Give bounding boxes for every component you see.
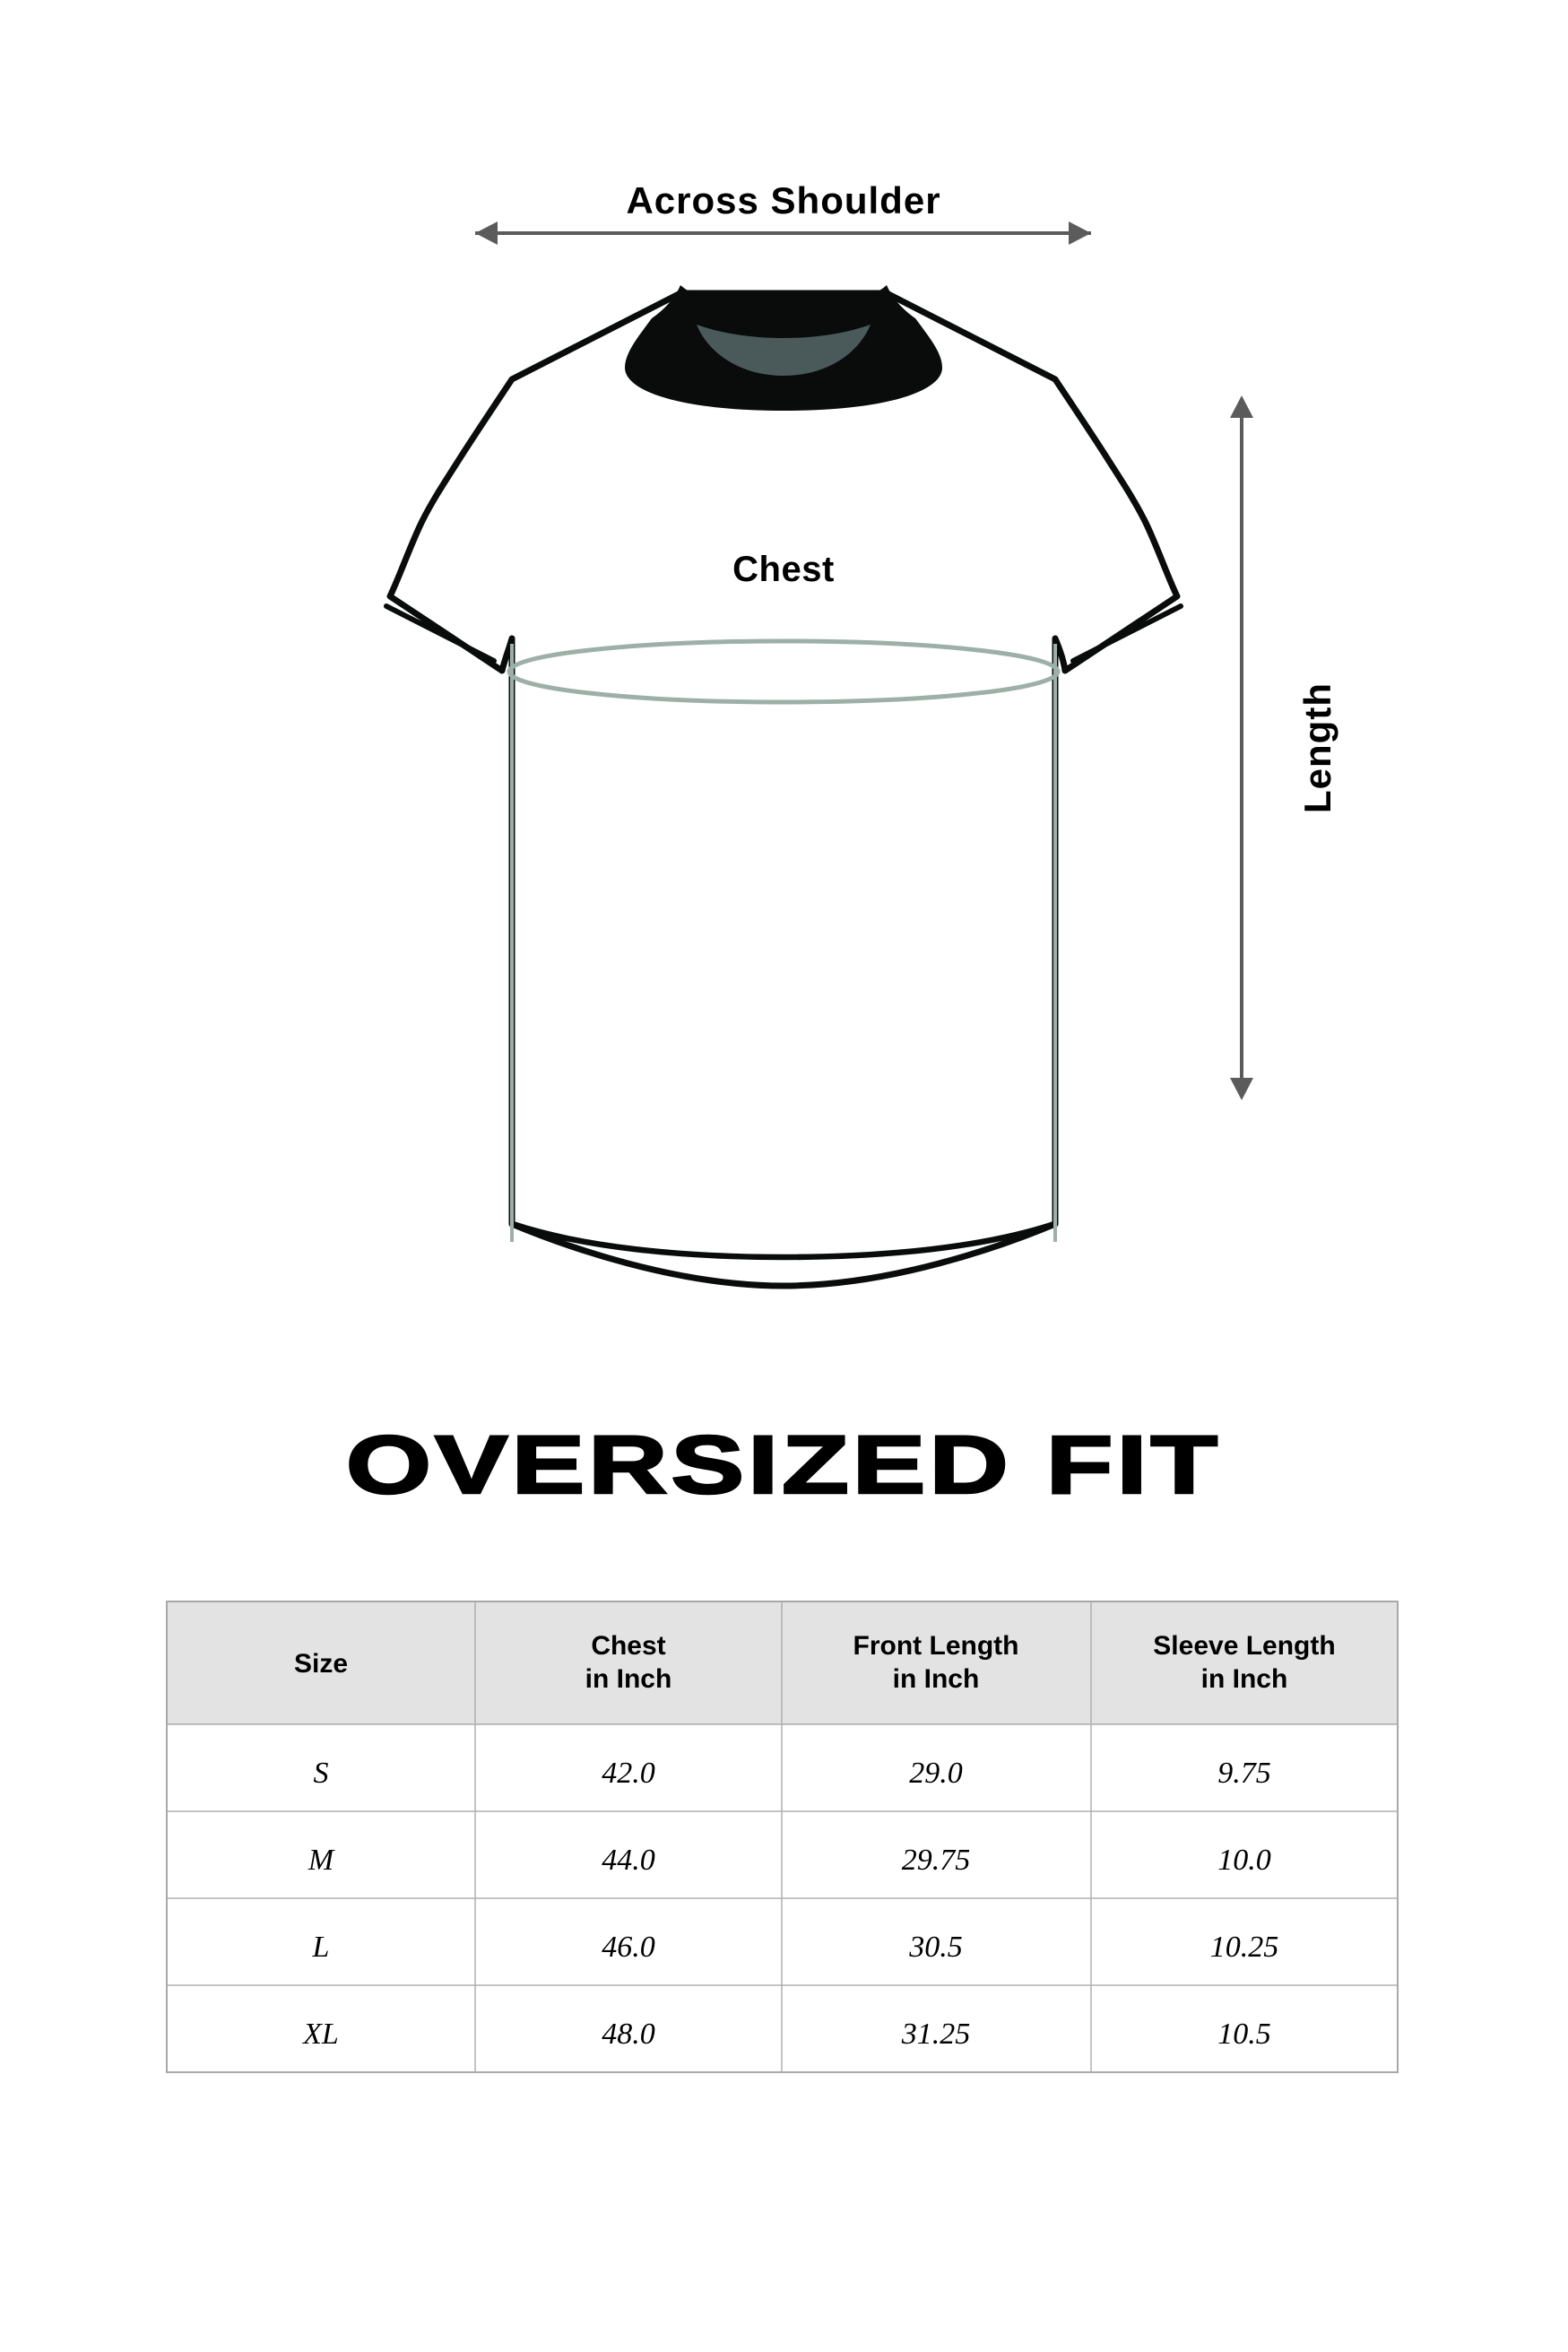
svg-text:Across Shoulder: Across Shoulder xyxy=(626,179,940,221)
svg-text:in Inch: in Inch xyxy=(585,1664,672,1694)
svg-text:Size: Size xyxy=(294,1649,348,1679)
svg-text:29.75: 29.75 xyxy=(902,1844,971,1877)
svg-text:10.0: 10.0 xyxy=(1217,1844,1271,1877)
svg-text:Front Length: Front Length xyxy=(853,1631,1019,1661)
svg-text:L: L xyxy=(312,1931,330,1964)
svg-text:Chest: Chest xyxy=(591,1631,665,1661)
svg-text:OVERSIZED FIT: OVERSIZED FIT xyxy=(346,1419,1221,1511)
svg-text:29.0: 29.0 xyxy=(909,1757,963,1790)
svg-text:Length: Length xyxy=(1296,682,1338,813)
svg-text:M: M xyxy=(308,1844,335,1877)
svg-text:44.0: 44.0 xyxy=(602,1844,655,1877)
svg-text:Chest: Chest xyxy=(732,550,835,589)
svg-text:XL: XL xyxy=(301,2018,339,2051)
svg-text:10.5: 10.5 xyxy=(1217,2018,1271,2051)
svg-text:S: S xyxy=(314,1757,329,1790)
svg-text:48.0: 48.0 xyxy=(602,2018,655,2051)
svg-text:in Inch: in Inch xyxy=(1201,1664,1288,1694)
svg-text:in Inch: in Inch xyxy=(893,1664,980,1694)
svg-text:9.75: 9.75 xyxy=(1217,1757,1271,1790)
svg-text:10.25: 10.25 xyxy=(1210,1931,1279,1964)
svg-text:Sleeve Length: Sleeve Length xyxy=(1153,1631,1335,1661)
svg-text:46.0: 46.0 xyxy=(602,1931,655,1964)
svg-text:30.5: 30.5 xyxy=(908,1931,963,1964)
svg-text:42.0: 42.0 xyxy=(602,1757,655,1790)
svg-text:31.25: 31.25 xyxy=(901,2018,971,2051)
